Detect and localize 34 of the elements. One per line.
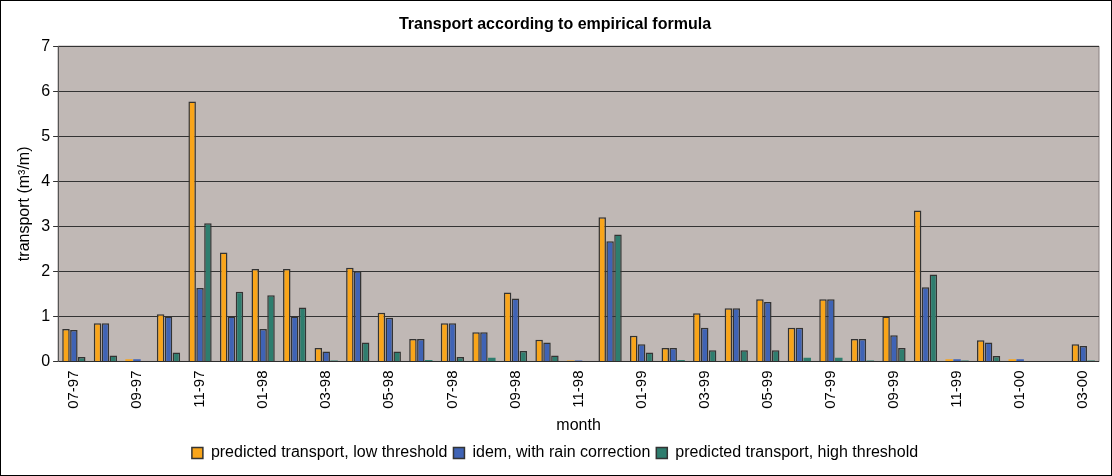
legend-label: idem, with rain correction — [472, 443, 651, 461]
y-tick-label: 2 — [41, 261, 51, 279]
x-tick-label: 03-99 — [694, 370, 712, 409]
y-tick-label: 6 — [41, 81, 51, 99]
x-tick-label: 09-97 — [127, 370, 145, 409]
x-tick-label: 05-99 — [757, 370, 775, 409]
x-tick-label: 01-98 — [253, 370, 271, 409]
x-tick-label: 07-99 — [821, 370, 839, 409]
x-tick-label: 07-98 — [442, 370, 460, 409]
legend-label: predicted transport, high threshold — [675, 443, 919, 461]
bar — [488, 357, 496, 361]
y-tick-label: 7 — [41, 36, 51, 54]
y-tick-label: 4 — [41, 171, 51, 189]
x-tick-label: 11-99 — [947, 370, 965, 408]
y-axis-title: transport (m³/m) — [15, 146, 33, 262]
x-tick-label: 03-98 — [316, 370, 334, 409]
x-tick-label: 09-98 — [505, 370, 523, 409]
bar — [835, 357, 843, 361]
y-tick-label: 1 — [41, 306, 51, 324]
x-tick-label: 01-00 — [1010, 370, 1028, 409]
x-tick-label: 07-97 — [64, 370, 82, 409]
x-tick-label: 01-99 — [631, 370, 649, 409]
chart-title: Transport according to empirical formula — [398, 15, 712, 33]
y-tick-label: 0 — [41, 351, 51, 369]
x-tick-label: 05-98 — [379, 370, 397, 409]
legend-label: predicted transport, low threshold — [210, 443, 448, 461]
x-tick-label: 11-97 — [190, 370, 208, 408]
y-tick-label: 5 — [41, 126, 51, 144]
x-tick-label: 11-98 — [568, 370, 586, 408]
x-axis-title: month — [556, 415, 601, 433]
bar — [803, 357, 811, 361]
x-tick-label: 03-00 — [1073, 370, 1091, 409]
y-tick-label: 3 — [41, 216, 51, 234]
x-tick-label: 09-99 — [884, 370, 902, 409]
